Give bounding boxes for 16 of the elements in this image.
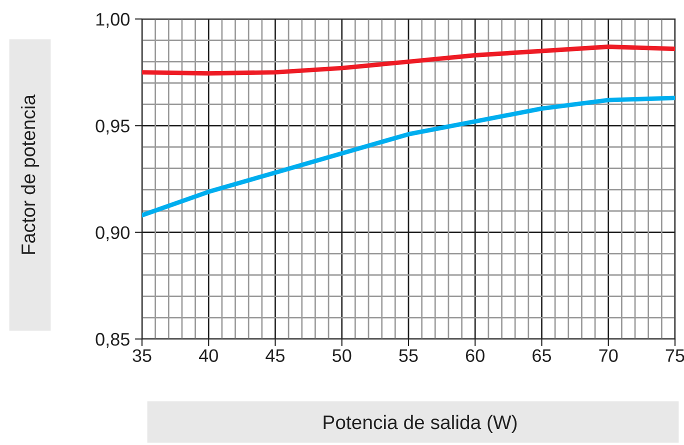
y-axis-title: Factor de potencia	[20, 94, 40, 254]
x-tick-label: 70	[599, 349, 618, 362]
x-tick-label: 50	[332, 349, 352, 362]
y-tick-label: 0,95	[96, 120, 130, 135]
x-tick-label: 65	[532, 349, 552, 362]
x-tick-label: 55	[399, 349, 418, 362]
y-tick-label: 0,90	[96, 226, 130, 242]
x-tick-label: 45	[266, 349, 285, 362]
x-tick-label: 35	[132, 349, 152, 362]
x-tick-label: 40	[199, 349, 218, 362]
x-tick-label: 75	[666, 349, 684, 362]
x-tick-label: 60	[466, 349, 484, 362]
y-tick-label: 0,85	[96, 332, 130, 348]
x-axis-title: Potencia de salida (W)	[324, 414, 517, 434]
line-series	[142, 44, 675, 76]
y-tick-label: 1,00	[96, 12, 130, 28]
